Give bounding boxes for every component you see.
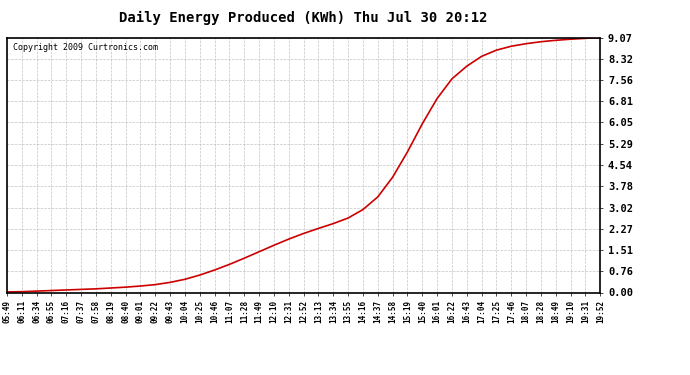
Text: Daily Energy Produced (KWh) Thu Jul 30 20:12: Daily Energy Produced (KWh) Thu Jul 30 2… bbox=[119, 11, 488, 26]
Text: Copyright 2009 Curtronics.com: Copyright 2009 Curtronics.com bbox=[13, 43, 158, 52]
